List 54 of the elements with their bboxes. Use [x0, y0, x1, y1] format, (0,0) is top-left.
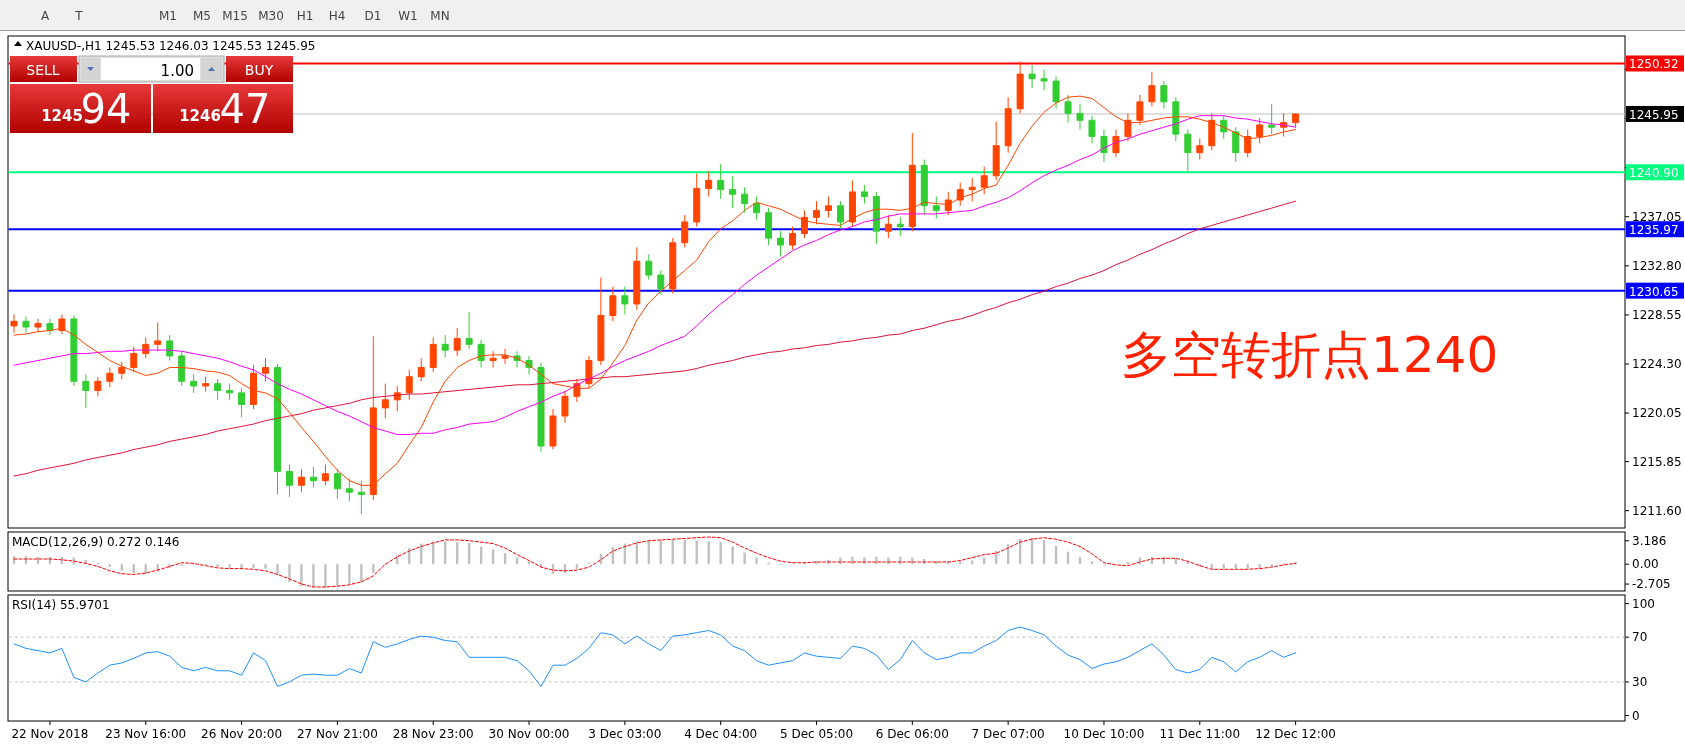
ref-line-label: 1245.95	[1629, 107, 1679, 122]
y-tick-label: 1224.30	[1632, 357, 1682, 371]
text: M1	[159, 9, 177, 23]
y-tick-label: 0	[1632, 708, 1640, 723]
chart-title: XAUUSD-,H1 1245.53 1246.03 1245.53 1245.95	[26, 39, 316, 53]
x-tick-label: 3 Dec 03:00	[588, 727, 662, 741]
x-tick-label: 5 Dec 05:00	[779, 727, 854, 741]
y-tick-label: 100	[1632, 596, 1655, 611]
text: MN	[430, 9, 450, 23]
y-tick-label: 30	[1632, 674, 1648, 689]
x-tick-label: 27 Nov 21:00	[296, 727, 378, 741]
ref-line-label: 1240.90	[1629, 166, 1679, 181]
x-tick-label: 4 Dec 04:00	[684, 727, 758, 741]
x-tick-label: 28 Nov 23:00	[392, 727, 474, 741]
x-tick-label: 10 Dec 10:00	[1063, 727, 1145, 741]
x-tick-label: 26 Nov 20:00	[201, 727, 283, 741]
annotation: 47	[219, 86, 271, 132]
chart-title: RSI(14) 55.9701	[12, 598, 110, 612]
text: M5	[193, 9, 211, 23]
y-tick-label: 1237.05	[1632, 209, 1682, 224]
text: D1	[364, 9, 382, 23]
ref-line-label: 1235.97	[1629, 223, 1679, 238]
ref-line-label: 1230.65	[1629, 284, 1679, 299]
y-tick-label: 3.186	[1632, 533, 1667, 548]
text: M30	[258, 9, 284, 23]
y-tick-label: 0.00	[1632, 557, 1659, 572]
text: M15	[222, 9, 248, 23]
x-tick-label: 7 Dec 07:00	[971, 727, 1045, 741]
y-tick-label: 70	[1632, 630, 1648, 645]
text: H4	[328, 9, 346, 23]
y-tick-label: -2.705	[1632, 577, 1671, 592]
annotation: 1245	[41, 107, 83, 125]
annotation: BUY	[244, 62, 274, 78]
annotation: 1246	[179, 107, 221, 125]
text: T	[74, 9, 84, 23]
y-tick-label: 1232.80	[1632, 258, 1682, 273]
chart-title: MACD(12,26,9) 0.272 0.146	[12, 535, 180, 549]
annotation: 1.00	[160, 62, 194, 80]
annotation: 多空转折点1240	[1121, 326, 1499, 384]
y-tick-label: 1220.05	[1632, 406, 1682, 421]
y-tick-label: 1215.85	[1632, 454, 1682, 469]
annotation: SELL	[26, 62, 60, 78]
x-tick-label: 23 Nov 16:00	[105, 727, 187, 741]
x-tick-label: 30 Nov 00:00	[488, 727, 570, 741]
y-tick-label: 1228.55	[1632, 307, 1682, 322]
y-tick-label: 1211.60	[1632, 503, 1682, 518]
x-tick-label: 12 Dec 12:00	[1255, 727, 1336, 741]
text: H1	[296, 9, 314, 23]
x-tick-label: 11 Dec 11:00	[1159, 727, 1241, 741]
text: A	[40, 9, 50, 23]
x-tick-label: 6 Dec 06:00	[875, 727, 949, 741]
x-tick-label: 22 Nov 2018	[11, 727, 89, 741]
text: W1	[398, 9, 418, 23]
ref-line-label: 1250.32	[1629, 57, 1679, 72]
